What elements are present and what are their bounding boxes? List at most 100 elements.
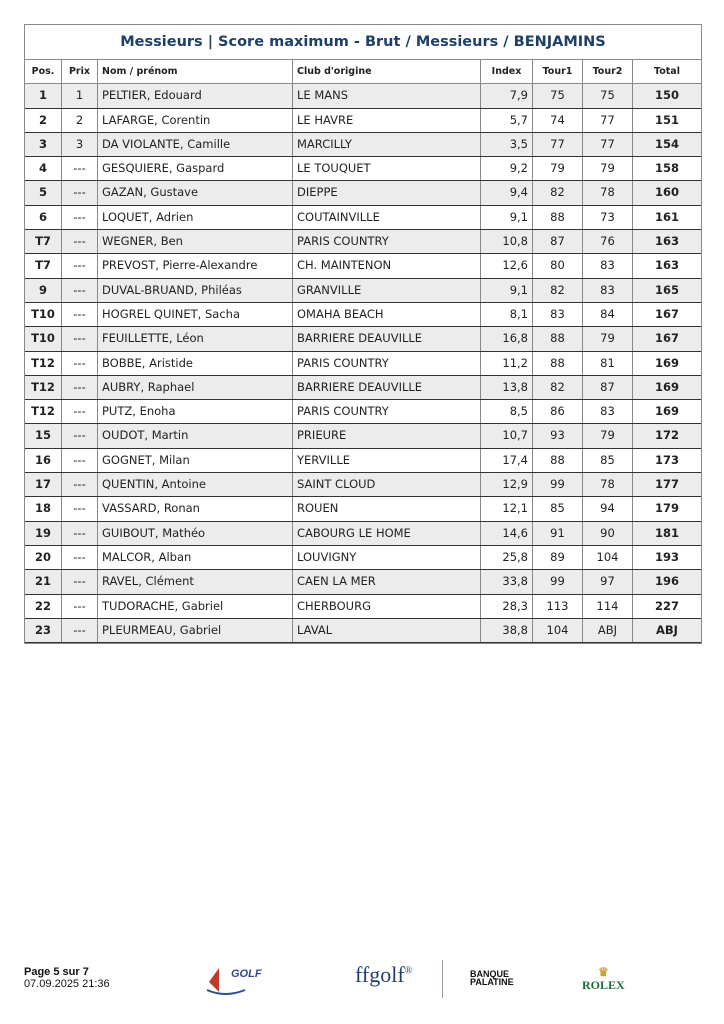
table-cell: WEGNER, Ben [98,230,293,254]
table-cell: 9,2 [481,157,533,181]
table-cell: 79 [533,157,583,181]
logo-divider [442,960,443,998]
table-cell: 33,8 [481,570,533,594]
table-cell: 163 [654,258,679,273]
table-cell: 94 [583,497,633,521]
table-cell: 79 [583,157,633,181]
table-row: 17 --- QUENTIN, Antoine SAINT CLOUD 12,9 99 78… [25,473,701,498]
table-cell: SAINT CLOUD [293,473,481,497]
table-cell: --- [62,448,98,473]
table-cell: 80 [533,254,583,278]
table-row: 3 3 DA VIOLANTE, Camille MARCILLY 3,5 77 77 154 [25,132,701,158]
table-cell: --- [62,302,98,327]
table-cell: --- [62,327,98,351]
table-cell: 78 [583,181,633,205]
table-cell: --- [62,375,98,400]
table-cell: 99 [533,473,583,497]
table-cell: 88 [533,448,583,473]
column-header: Total [654,66,680,77]
table-cell: 85 [583,448,633,473]
table-cell: QUENTIN, Antoine [98,473,293,497]
table-cell: 81 [583,351,633,375]
table-cell: 87 [583,375,633,400]
table-cell: 3,5 [481,132,533,157]
table-cell: LE TOUQUET [293,157,481,181]
table-cell: 4 [25,157,62,181]
table-cell: 99 [533,570,583,594]
table-cell: 163 [654,234,679,249]
table-cell: 9 [25,278,62,302]
table-cell: GOGNET, Milan [98,448,293,473]
table-cell: 196 [654,574,679,589]
table-cell: 9,1 [481,205,533,230]
table-cell: 1 [62,84,98,108]
table-cell: PRIEURE [293,424,481,448]
table-cell: --- [62,351,98,375]
table-cell: 82 [533,278,583,302]
table-body: 1 1 PELTIER, Edouard LE MANS 7,9 75 75 150 2 2 LAF… [25,84,701,644]
table-cell: 89 [533,545,583,570]
table-cell: 2 [62,108,98,132]
table-cell: 20 [25,545,62,570]
table-cell: 227 [654,598,679,613]
table-cell: 3 [62,132,98,157]
table-row: 21 --- RAVEL, Clément CAEN LA MER 33,8 99 97 19… [25,570,701,595]
footer: Page 5 sur 7 07.09.2025 21:36 [24,966,110,990]
table-cell: PARIS COUNTRY [293,351,481,375]
table-cell: 83 [583,254,633,278]
table-cell: 181 [654,525,679,540]
table-row: 4 --- GESQUIERE, Gaspard LE TOUQUET 9,2 79 79 1… [25,157,701,182]
table-cell: --- [62,545,98,570]
table-cell: 91 [533,521,583,545]
table-cell: 85 [533,497,583,521]
table-cell: 8,5 [481,400,533,424]
table-cell: 7,9 [481,84,533,108]
table-cell: 161 [654,209,679,224]
table-cell: 78 [583,473,633,497]
table-cell: 5,7 [481,108,533,132]
crown-icon: ♛ [597,965,609,979]
golf-logo-text: GOLF [231,968,262,980]
table-cell: 79 [583,424,633,448]
table-row: 15 --- OUDOT, Martin PRIEURE 10,7 93 79 172 [25,424,701,449]
table-cell: DA VIOLANTE, Camille [98,132,293,157]
table-cell: 12,9 [481,473,533,497]
table-cell: ABJ [583,618,633,643]
table-cell: 179 [654,501,679,516]
table-row: 5 --- GAZAN, Gustave DIEPPE 9,4 82 78 160 [25,181,701,206]
table-cell: LAFARGE, Corentin [98,108,293,132]
table-cell: 114 [583,594,633,618]
table-cell: PLEURMEAU, Gabriel [98,618,293,643]
table-cell: GESQUIERE, Gaspard [98,157,293,181]
table-cell: 12,6 [481,254,533,278]
table-row: 9 --- DUVAL-BRUAND, Philéas GRANVILLE 9,1 82 8… [25,278,701,303]
table-cell: 177 [654,477,679,492]
table-cell: 2 [25,108,62,132]
table-cell: 22 [25,594,62,618]
table-cell: 160 [654,185,679,200]
table-cell: PUTZ, Enoha [98,400,293,424]
table-cell: 113 [533,594,583,618]
rolex-logo: ♛ ROLEX [582,966,625,993]
table-row: T12 --- AUBRY, Raphael BARRIERE DEAUVILLE 13… [25,375,701,401]
table-cell: 83 [533,302,583,327]
table-cell: BARRIERE DEAUVILLE [293,327,481,351]
table-cell: LE MANS [293,84,481,108]
table-cell: 172 [654,428,679,443]
table-row: 1 1 PELTIER, Edouard LE MANS 7,9 75 75 150 [25,84,701,109]
golf-normandie-logo: GOLF [205,962,265,1003]
table-cell: 165 [654,282,679,297]
table-cell: 16,8 [481,327,533,351]
table-cell: 169 [654,379,679,394]
table-cell: VASSARD, Ronan [98,497,293,521]
table-cell: 17,4 [481,448,533,473]
table-cell: 1 [25,84,62,108]
table-cell: ABJ [656,622,678,637]
table-cell: 9,1 [481,278,533,302]
rolex-text: ROLEX [582,978,625,992]
table-row: 22 --- TUDORACHE, Gabriel CHERBOURG 28,3 113 1… [25,594,701,619]
table-cell: CABOURG LE HOME [293,521,481,545]
table-cell: 6 [25,205,62,230]
table-cell: 15 [25,424,62,448]
